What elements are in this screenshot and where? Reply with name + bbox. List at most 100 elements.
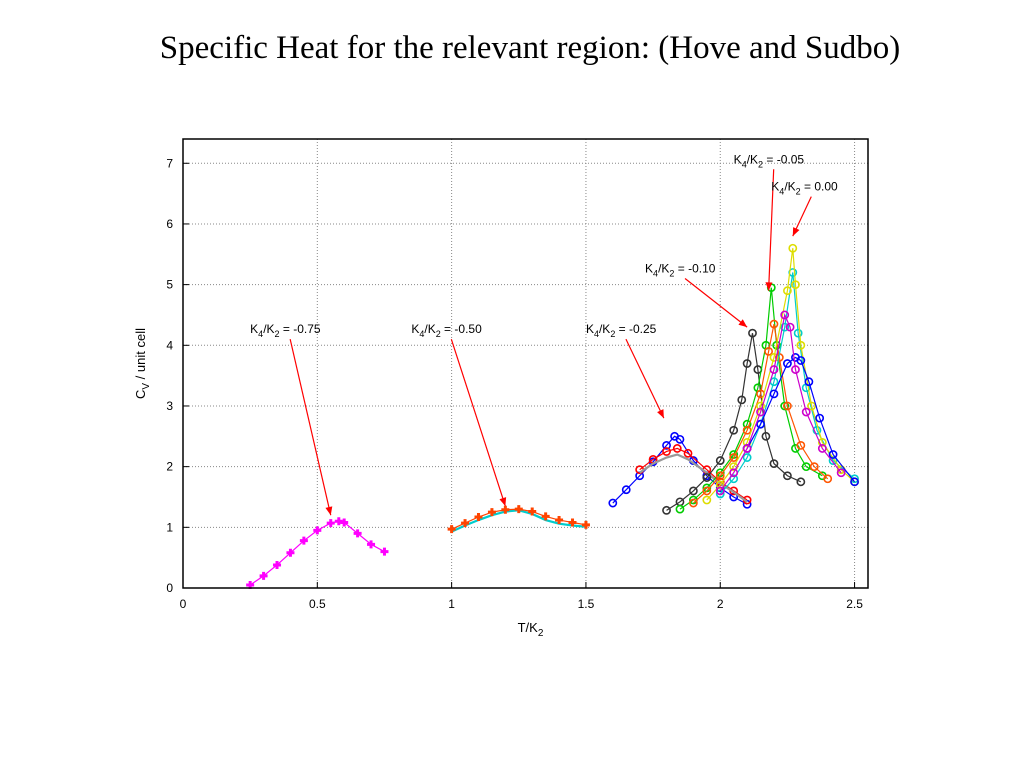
series-11 <box>742 353 859 487</box>
x-tick-label: 0 <box>180 597 187 611</box>
data-point <box>742 419 752 429</box>
annotation-2: K4/K2 = -0.25 <box>586 322 665 419</box>
annotation-0: K4/K2 = -0.75 <box>250 322 333 516</box>
data-point <box>804 377 814 387</box>
data-point <box>756 419 765 429</box>
arrow-head <box>657 409 664 419</box>
series-line <box>679 287 823 510</box>
data-point <box>783 286 792 296</box>
annotation-arrow <box>450 338 506 507</box>
data-point <box>662 505 671 515</box>
data-point <box>780 322 790 332</box>
data-point <box>715 486 725 496</box>
data-point <box>817 444 827 453</box>
arrow-head <box>792 227 800 237</box>
data-point <box>783 471 792 481</box>
series-line <box>719 312 842 492</box>
data-point <box>742 444 752 453</box>
data-point <box>688 486 698 496</box>
data-point <box>769 365 779 374</box>
x-tick-label: 2 <box>717 597 724 611</box>
series-8 <box>688 319 833 508</box>
x-tick-label: 0.5 <box>309 597 326 611</box>
data-point <box>756 407 765 417</box>
series-5 <box>639 453 748 503</box>
data-point <box>528 507 537 516</box>
y-tick-label: 3 <box>166 399 173 413</box>
data-point <box>675 434 685 444</box>
series-6 <box>662 328 806 515</box>
y-tick-label: 2 <box>166 460 173 474</box>
data-point <box>461 519 470 528</box>
annotation-arrow <box>768 169 775 291</box>
data-point <box>836 468 846 478</box>
data-point <box>662 447 671 456</box>
data-point <box>581 520 590 529</box>
annotation-label: K4/K2 = 0.00 <box>771 180 838 197</box>
annotation-4: K4/K2 = -0.05 <box>734 152 804 291</box>
annotation-1: K4/K2 = -0.50 <box>411 322 507 507</box>
x-tick-label: 1.5 <box>578 597 595 611</box>
data-point <box>621 485 631 495</box>
data-point <box>447 525 456 534</box>
series-line <box>706 248 855 501</box>
data-point <box>785 322 795 332</box>
data-point <box>791 280 800 290</box>
annotation-layer: K4/K2 = -0.75 K4/K2 = -0.50 K4/K2 = -0.25 K… <box>250 152 838 516</box>
data-point <box>715 456 725 465</box>
data-point <box>715 480 725 490</box>
data-point <box>541 512 550 521</box>
data-point <box>812 425 822 435</box>
data-point <box>568 518 577 527</box>
data-point <box>809 462 819 472</box>
annotation-3: K4/K2 = -0.10 <box>645 261 748 328</box>
data-point <box>769 353 779 362</box>
data-point <box>850 477 859 487</box>
plot-frame <box>182 138 869 589</box>
series-line <box>249 520 385 586</box>
data-point <box>501 505 510 514</box>
series-0 <box>246 517 389 589</box>
data-point <box>796 356 806 365</box>
data-point <box>555 516 564 525</box>
data-point <box>729 474 739 484</box>
data-point <box>815 413 825 423</box>
data-point <box>780 310 790 320</box>
data-point <box>783 401 792 411</box>
data-point <box>729 453 739 462</box>
annotation-label: K4/K2 = -0.75 <box>250 322 321 339</box>
data-point <box>796 477 806 487</box>
data-point <box>742 359 752 368</box>
data-point <box>737 395 747 405</box>
data-point <box>299 536 308 545</box>
data-point <box>729 468 739 478</box>
tick-layer: 0 0.5 1 1.5 2 2.5 0 1 2 3 4 5 6 7 <box>166 156 863 611</box>
series-12 <box>715 310 846 496</box>
annotation-5: K4/K2 = 0.00 <box>771 180 838 237</box>
data-point <box>474 513 483 522</box>
data-point <box>608 498 618 508</box>
annotation-arrow <box>625 338 665 419</box>
data-point <box>326 519 335 528</box>
data-point <box>514 505 523 514</box>
y-tick-label: 7 <box>166 156 173 170</box>
data-point <box>823 474 833 484</box>
data-point <box>702 473 712 482</box>
data-point <box>783 359 792 368</box>
x-axis-label: T/K2 <box>518 620 544 639</box>
data-point <box>675 504 685 514</box>
data-point <box>702 486 712 496</box>
data-point <box>367 540 376 549</box>
data-point <box>729 425 739 435</box>
annotation-label: K4/K2 = -0.25 <box>586 322 657 339</box>
data-point <box>807 401 816 411</box>
data-point <box>828 450 838 459</box>
x-tick-label: 1 <box>448 597 455 611</box>
annotation-label: K4/K2 = -0.50 <box>411 322 482 339</box>
data-point <box>801 407 811 417</box>
data-point <box>313 526 322 535</box>
y-tick-label: 5 <box>166 278 173 292</box>
data-point <box>769 459 779 469</box>
data-point <box>662 441 671 450</box>
